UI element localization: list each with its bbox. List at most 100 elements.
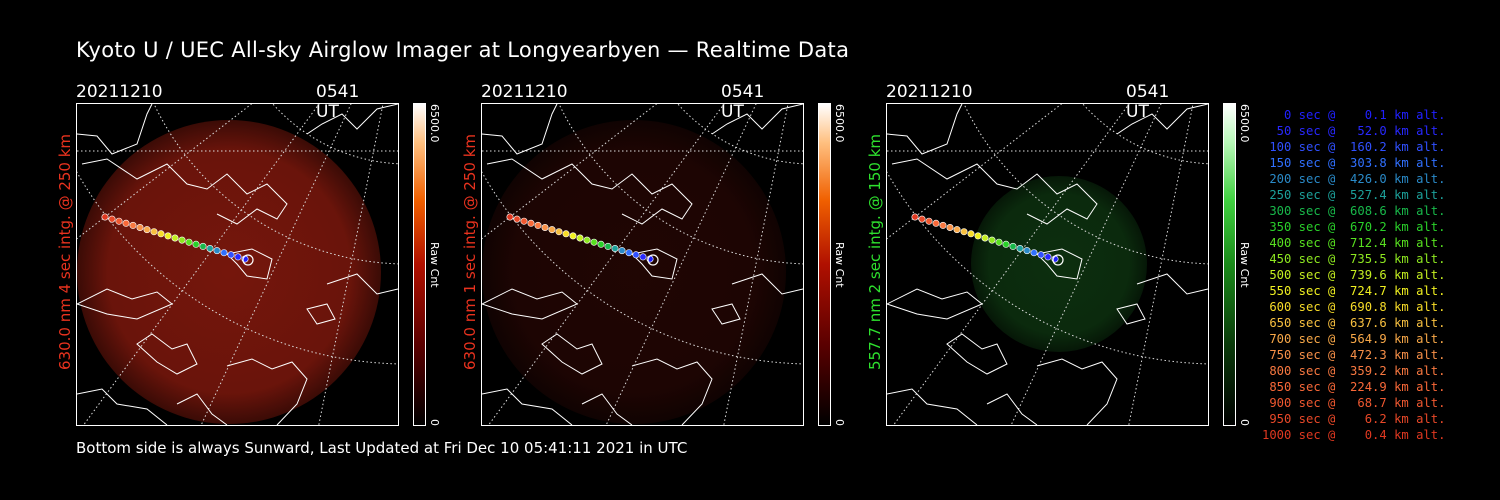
panel-ylabel: 630.0 nm 4 sec intg. @ 250 km xyxy=(56,133,74,370)
trajectory-point xyxy=(1016,245,1024,253)
trajectory-point xyxy=(1002,240,1010,248)
trajectory-point xyxy=(206,245,214,253)
trajectory-point xyxy=(639,253,647,261)
trajectory-point xyxy=(918,215,926,223)
trajectory-point xyxy=(576,234,584,242)
trajectory-point xyxy=(953,226,961,234)
trajectory-point xyxy=(220,249,228,257)
trajectory-point xyxy=(185,238,193,246)
trajectory-point xyxy=(925,217,933,225)
trajectory-point xyxy=(632,251,640,259)
trajectory-point xyxy=(995,238,1003,246)
trajectory-point xyxy=(583,236,591,244)
grid-lines xyxy=(887,104,1208,425)
trajectory-point xyxy=(527,219,535,227)
legend-row: 900 sec @ 68.7 km alt. xyxy=(1262,396,1446,410)
panel-time: 0541 UT xyxy=(316,82,360,122)
colorbar-label: Raw Cnt xyxy=(833,242,846,288)
trajectory-point xyxy=(1009,242,1017,250)
trajectory-point xyxy=(171,234,179,242)
legend-row: 600 sec @ 690.8 km alt. xyxy=(1262,300,1446,314)
trajectory-point xyxy=(157,230,165,238)
colorbar-min: 0 xyxy=(833,419,846,426)
panel-ylabel: 557.7 nm 2 sec intg. @ 150 km xyxy=(866,133,884,370)
panel-date: 20211210 xyxy=(886,82,973,102)
trajectory-point xyxy=(227,251,235,259)
legend-row: 650 sec @ 637.6 km alt. xyxy=(1262,316,1446,330)
trajectory-point xyxy=(143,226,151,234)
trajectory-point xyxy=(234,253,242,261)
trajectory-legend: 0 sec @ 0.1 km alt. 50 sec @ 52.0 km alt… xyxy=(1262,107,1446,443)
trajectory-point xyxy=(555,228,563,236)
trajectory-point xyxy=(115,217,123,225)
trajectory xyxy=(101,213,254,266)
allsky-image xyxy=(886,103,1209,426)
colorbar xyxy=(1223,103,1236,426)
legend-row: 850 sec @ 224.9 km alt. xyxy=(1262,380,1446,394)
colorbar-max: 6500.0 xyxy=(428,104,441,143)
panel-time: 0541 UT xyxy=(721,82,765,122)
legend-row: 450 sec @ 735.5 km alt. xyxy=(1262,252,1446,266)
legend-row: 550 sec @ 724.7 km alt. xyxy=(1262,284,1446,298)
colorbar-min: 0 xyxy=(428,419,441,426)
trajectory-point xyxy=(513,215,521,223)
allsky-image xyxy=(76,103,399,426)
coastlines xyxy=(482,104,803,425)
trajectory-point xyxy=(129,221,137,229)
colorbar-max: 6500.0 xyxy=(833,104,846,143)
trajectory-point xyxy=(534,221,542,229)
footer-note: Bottom side is always Sunward, Last Upda… xyxy=(76,439,688,457)
trajectory-point xyxy=(604,242,612,250)
trajectory-point xyxy=(911,213,919,221)
trajectory-point xyxy=(960,228,968,236)
legend-row: 950 sec @ 6.2 km alt. xyxy=(1262,412,1446,426)
trajectory-point xyxy=(597,240,605,248)
trajectory-point xyxy=(988,236,996,244)
legend-row: 800 sec @ 359.2 km alt. xyxy=(1262,364,1446,378)
colorbar-min: 0 xyxy=(1238,419,1251,426)
trajectory-point xyxy=(164,232,172,240)
trajectory xyxy=(911,213,1064,266)
allsky-map xyxy=(77,104,398,425)
trajectory-point xyxy=(569,232,577,240)
trajectory-point xyxy=(946,224,954,232)
allsky-map xyxy=(887,104,1208,425)
allsky-map xyxy=(482,104,803,425)
colorbar xyxy=(413,103,426,426)
trajectory-point xyxy=(974,232,982,240)
trajectory-point xyxy=(108,215,116,223)
panel-time: 0541 UT xyxy=(1126,82,1170,122)
panel-date: 20211210 xyxy=(76,82,163,102)
trajectory-point xyxy=(506,213,514,221)
trajectory-point xyxy=(981,234,989,242)
trajectory-point xyxy=(967,230,975,238)
legend-row: 350 sec @ 670.2 km alt. xyxy=(1262,220,1446,234)
legend-row: 50 sec @ 52.0 km alt. xyxy=(1262,124,1446,138)
trajectory-point xyxy=(618,247,626,255)
trajectory-point xyxy=(932,219,940,227)
legend-row: 750 sec @ 472.3 km alt. xyxy=(1262,348,1446,362)
legend-row: 150 sec @ 303.8 km alt. xyxy=(1262,156,1446,170)
colorbar xyxy=(818,103,831,426)
trajectory-point xyxy=(541,224,549,232)
panel-ylabel: 630.0 nm 1 sec intg. @ 250 km xyxy=(461,133,479,370)
trajectory-point xyxy=(192,240,200,248)
trajectory-point xyxy=(150,228,158,236)
sky-disk xyxy=(971,176,1147,352)
coastlines xyxy=(887,104,1208,425)
colorbar-label: Raw Cnt xyxy=(428,242,441,288)
legend-row: 700 sec @ 564.9 km alt. xyxy=(1262,332,1446,346)
sky-disk xyxy=(482,120,786,424)
trajectory-point xyxy=(1037,251,1045,259)
trajectory-point xyxy=(1030,249,1038,257)
trajectory-point xyxy=(1044,253,1052,261)
legend-row: 0 sec @ 0.1 km alt. xyxy=(1262,108,1446,122)
panel-date: 20211210 xyxy=(481,82,568,102)
trajectory-point xyxy=(611,245,619,253)
trajectory-point xyxy=(199,242,207,250)
grid-lines xyxy=(482,104,803,425)
legend-row: 100 sec @ 160.2 km alt. xyxy=(1262,140,1446,154)
trajectory-point xyxy=(101,213,109,221)
legend-row: 200 sec @ 426.0 km alt. xyxy=(1262,172,1446,186)
trajectory xyxy=(506,213,659,266)
